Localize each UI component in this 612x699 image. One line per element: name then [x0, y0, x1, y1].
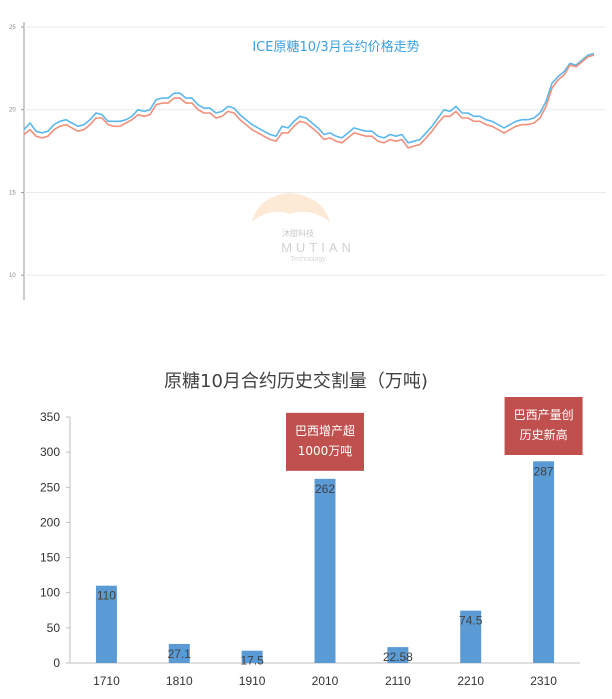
bar-1710 — [95, 585, 117, 663]
bar-value-label: 110 — [97, 589, 116, 603]
line-y-tick-label: 15 — [9, 190, 16, 196]
annotation-text: 历史新高 — [520, 427, 568, 442]
line-series-2 — [23, 54, 595, 149]
bar-2010 — [314, 478, 336, 663]
bar-1810 — [168, 643, 190, 663]
bar-x-tick-label: 2210 — [457, 674, 484, 688]
line-series-group — [23, 52, 595, 149]
line-y-tick-label: 10 — [9, 273, 16, 279]
bar-2310 — [533, 461, 555, 663]
line-y-tick-label: 20 — [9, 108, 16, 114]
bar-x-tick-label: 1810 — [166, 674, 193, 688]
watermark-brand-cn: 沐甜科技 — [282, 228, 314, 238]
bar-2110 — [387, 647, 409, 663]
bar-y-tick-label: 300 — [40, 445, 60, 459]
bar-value-label: 287 — [534, 464, 554, 478]
bar-x-tick-label: 1910 — [239, 674, 266, 688]
watermark-tagline: Technology — [290, 256, 326, 263]
line-chart-title: ICE原糖10/3月合约价格走势 — [252, 39, 419, 55]
bar-y-tick-label: 200 — [40, 515, 60, 529]
bar-chart-title: 原糖10月合约历史交割量（万吨) — [164, 371, 428, 392]
annotation-box — [504, 397, 583, 455]
bar-1910 — [241, 650, 263, 663]
bar-value-label: 27.1 — [168, 647, 192, 661]
bar-y-tick-label: 50 — [47, 621, 61, 635]
watermark-brand-en: MUTIAN — [281, 240, 355, 255]
bar-2210 — [460, 610, 482, 663]
bar-x-tick-label: 1710 — [93, 674, 120, 688]
bar-value-label: 22.58 — [383, 650, 413, 664]
annotation-text: 巴西产量创 — [514, 408, 574, 422]
line-series-1 — [23, 52, 595, 144]
annotation-text: 1000万吨 — [298, 444, 353, 458]
bar-y-tick-label: 350 — [40, 410, 60, 424]
line-y-tick-label: 25 — [9, 25, 16, 31]
bar-value-label: 74.5 — [459, 614, 483, 628]
bar-y-tick-label: 0 — [53, 656, 60, 670]
bar-x-tick-label: 2110 — [385, 674, 411, 688]
bar-y-tick-label: 100 — [40, 586, 60, 600]
mutian-watermark: 沐甜科技 MUTIAN Technology — [252, 193, 355, 263]
bar-series-group: 110 1710 27.1 1810 17.5 1910 262 2010 22.58 2110 7… — [93, 461, 557, 688]
bar-y-tick-label: 250 — [40, 480, 60, 494]
bar-y-tick-label: 150 — [40, 551, 60, 565]
bar-x-tick-label: 2310 — [530, 674, 557, 688]
delivery-bar-chart: 原糖10月合约历史交割量（万吨) 0 50 100 150 200 250 300 350 1… — [40, 371, 583, 688]
bar-x-tick-label: 2010 — [312, 674, 339, 688]
bar-value-label: 17.5 — [240, 654, 264, 668]
bar-value-label: 262 — [315, 482, 335, 496]
line-chart-grid: 10 15 20 25 — [9, 22, 606, 300]
price-line-chart: 10 15 20 25 沐甜科技 MUTIAN Technology ICE原糖10/… — [9, 22, 606, 300]
annotation-text: 巴西增产超 — [295, 423, 355, 438]
annotation-box — [286, 412, 364, 471]
